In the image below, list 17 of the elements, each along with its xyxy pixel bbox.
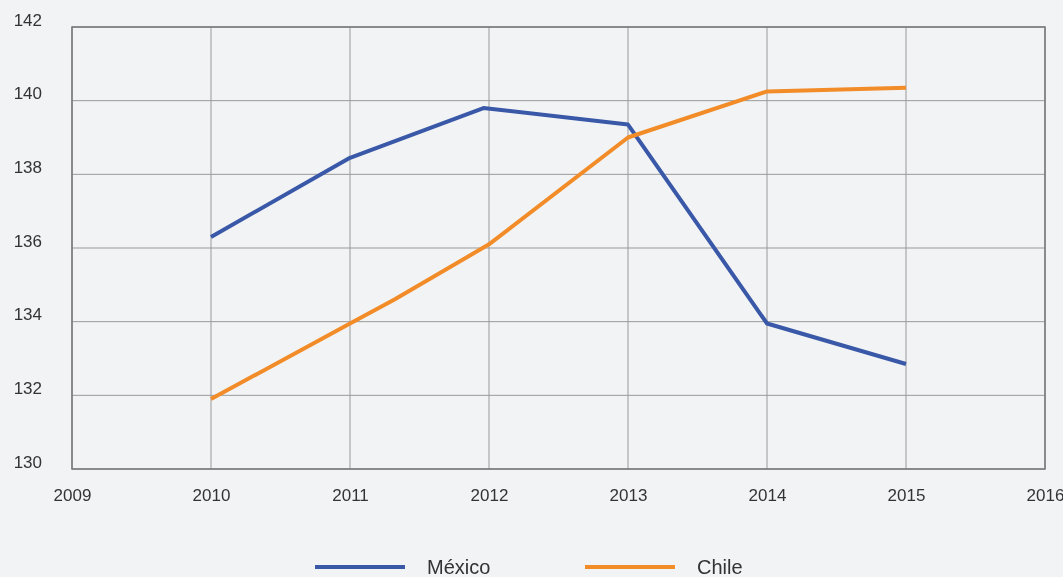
y-tick-label: 138 xyxy=(13,158,42,178)
legend-label: Chile xyxy=(697,556,743,577)
x-tick-label: 2012 xyxy=(470,486,509,506)
x-tick-label: 2011 xyxy=(332,486,369,506)
y-tick-label: 142 xyxy=(13,10,42,30)
x-tick-label: 2015 xyxy=(887,486,926,506)
x-tick-label: 2009 xyxy=(53,486,92,506)
y-tick-label: 134 xyxy=(13,305,42,325)
x-tick-label: 2016 xyxy=(1026,486,1063,506)
x-tick-label: 2013 xyxy=(609,486,648,506)
x-tick-label: 2014 xyxy=(748,486,787,506)
x-tick-label: 2010 xyxy=(192,486,231,506)
y-tick-label: 140 xyxy=(13,84,42,104)
y-tick-label: 136 xyxy=(13,231,42,251)
legend-label: México xyxy=(427,556,491,577)
y-tick-label: 130 xyxy=(13,452,42,472)
y-tick-label: 132 xyxy=(13,379,42,399)
